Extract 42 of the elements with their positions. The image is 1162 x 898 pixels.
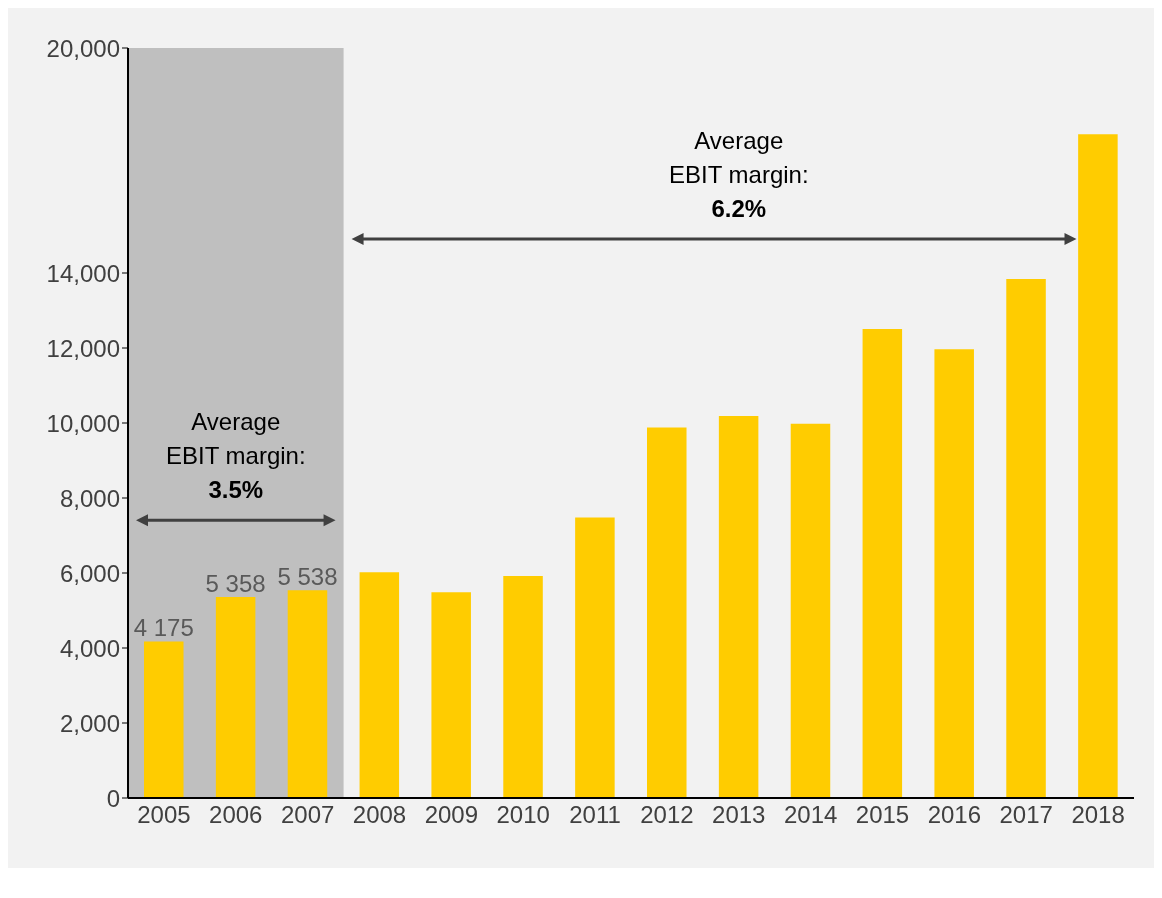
x-tick-label: 2008 — [352, 801, 407, 829]
y-tick-label: 0 — [106, 784, 120, 812]
bar — [359, 572, 400, 798]
y-tick-label: 6,000 — [59, 559, 120, 587]
annotation: Average EBIT margin: 3.5% — [165, 408, 306, 504]
bar — [503, 576, 543, 798]
x-tick-label: 2013 — [712, 801, 766, 829]
annotation: Average EBIT margin: 6.2% — [668, 127, 809, 222]
bar — [287, 590, 328, 798]
y-tick-label: 20,000 — [46, 34, 120, 62]
bar — [1078, 134, 1118, 798]
x-tick-label: 2011 — [569, 801, 621, 829]
bar — [862, 328, 903, 798]
x-tick-label: 2014 — [783, 801, 838, 829]
y-tick-label: 2,000 — [59, 709, 120, 737]
bar — [575, 517, 615, 798]
x-tick-label: 2005 — [137, 801, 191, 829]
x-tick-label: 2010 — [496, 801, 550, 829]
y-tick-label: 8,000 — [59, 484, 120, 512]
bar — [790, 423, 831, 798]
y-tick-label: 14,000 — [46, 259, 120, 287]
bar — [647, 427, 687, 798]
data-label: 5 538 — [277, 563, 338, 591]
x-tick-label: 2009 — [424, 801, 479, 829]
x-tick-label: 2012 — [640, 801, 694, 829]
x-tick-label: 2017 — [999, 801, 1053, 829]
x-tick-label: 2015 — [855, 801, 910, 829]
bar — [215, 597, 256, 798]
x-tick-label: 2007 — [280, 801, 335, 829]
bar — [144, 641, 184, 798]
bar — [718, 415, 759, 798]
data-label: 4 175 — [133, 614, 194, 642]
x-tick-label: 2006 — [209, 801, 263, 829]
y-tick-label: 12,000 — [46, 334, 120, 362]
x-tick-label: 2016 — [927, 801, 982, 829]
x-tick-label: 2018 — [1071, 801, 1125, 829]
bar — [431, 592, 471, 798]
y-tick-label: 4,000 — [59, 634, 120, 662]
bar — [934, 349, 974, 798]
data-label: 5 358 — [205, 570, 266, 598]
y-tick-label: 10,000 — [46, 409, 120, 437]
bar — [1006, 279, 1046, 798]
